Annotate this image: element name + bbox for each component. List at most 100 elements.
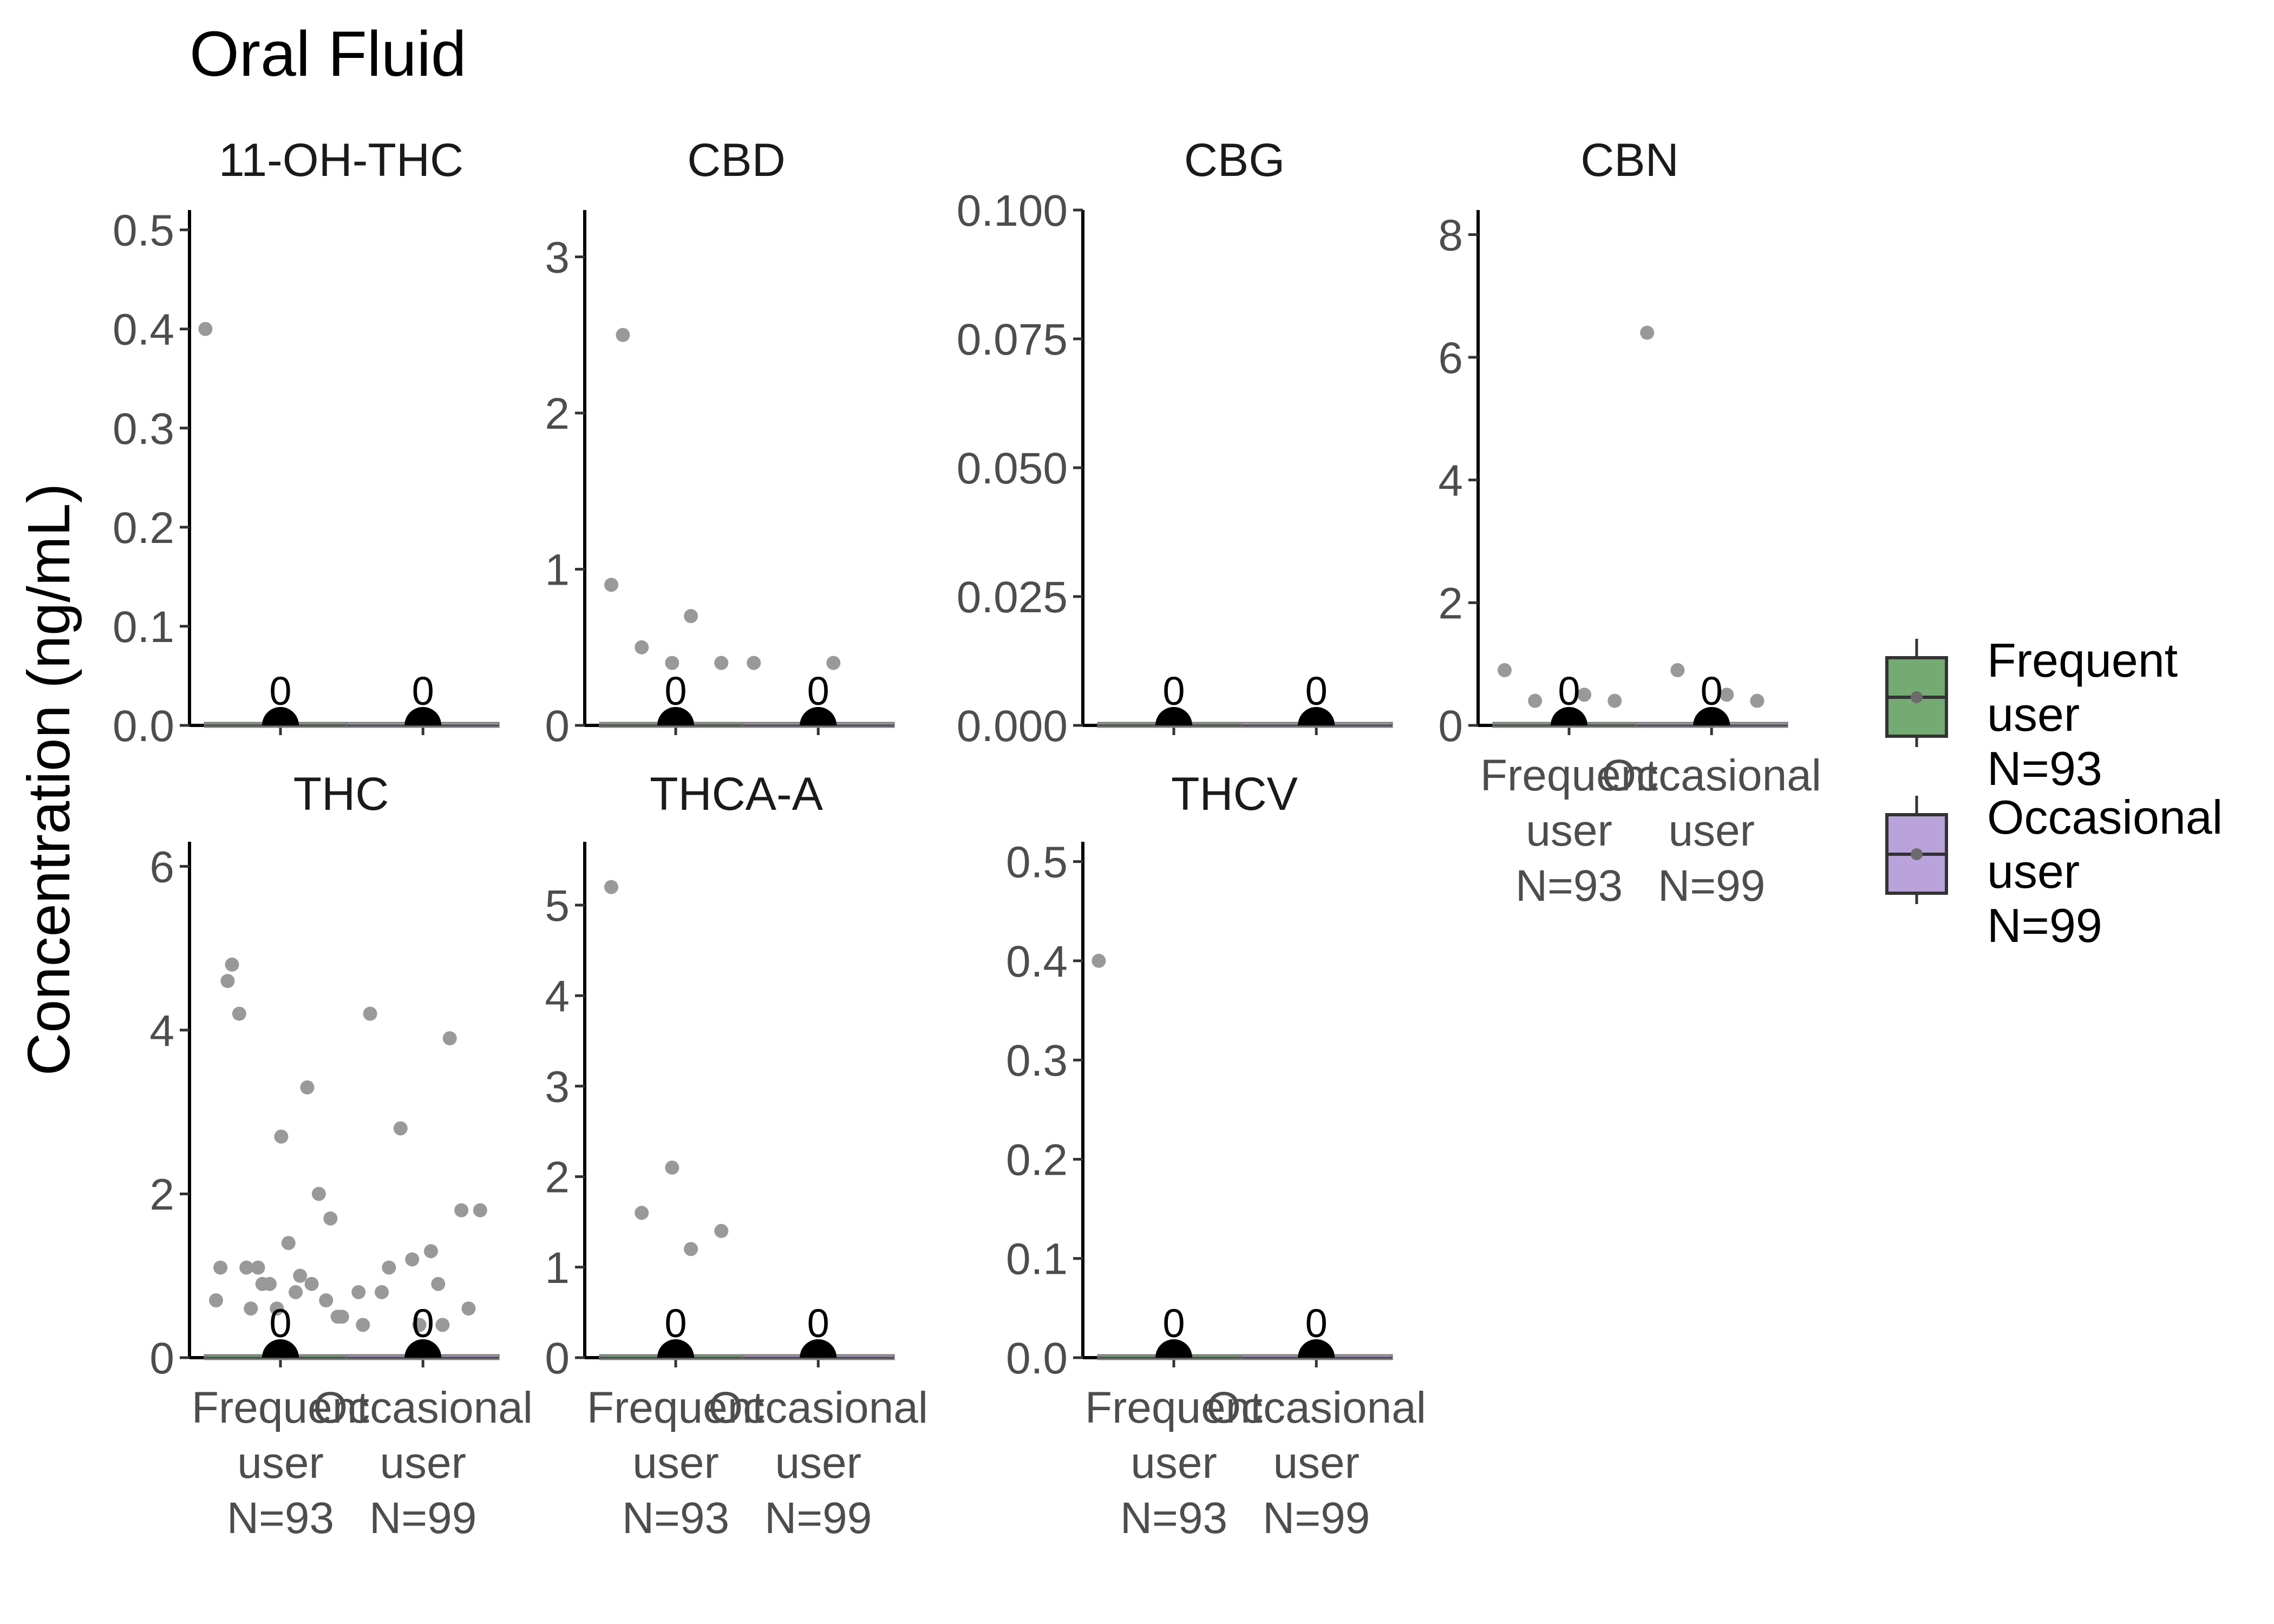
- data-point: [281, 1236, 296, 1250]
- y-tick-label: 0: [545, 1334, 570, 1383]
- data-point: [270, 1301, 284, 1316]
- data-point: [714, 1223, 729, 1238]
- data-point: [473, 1203, 487, 1217]
- median-marker: [262, 1339, 299, 1358]
- data-point: [382, 1260, 396, 1275]
- data-point: [393, 1121, 408, 1136]
- median-label: 0: [1701, 669, 1723, 713]
- median-marker: [262, 707, 299, 725]
- data-point: [289, 1285, 303, 1299]
- data-point: [1528, 693, 1543, 708]
- x-tick-label: Occasional user N=99: [708, 1383, 928, 1543]
- x-tick-label-line: Frequent: [587, 1383, 764, 1432]
- data-point: [616, 328, 630, 342]
- median-label: 0: [664, 669, 687, 713]
- median-label: 0: [269, 1301, 291, 1346]
- y-tick-label: 0: [149, 1334, 174, 1383]
- data-point: [232, 1006, 246, 1021]
- median-marker: [800, 1339, 837, 1358]
- y-tick-label: 0.3: [113, 404, 174, 454]
- y-tick-label: 8: [1438, 211, 1463, 260]
- median-marker: [1155, 707, 1192, 725]
- data-point: [351, 1285, 366, 1299]
- data-point: [209, 1293, 223, 1308]
- x-tick-label-line: N=99: [369, 1494, 476, 1543]
- median-label: 0: [1305, 1301, 1328, 1346]
- x-tick-label-line: Frequent: [1085, 1383, 1263, 1432]
- x-tick-label-line: user: [1273, 1438, 1360, 1488]
- median-marker: [657, 707, 694, 725]
- median-label: 0: [1305, 669, 1328, 713]
- facet-title: THC: [293, 768, 389, 820]
- median-marker: [404, 707, 442, 725]
- data-point: [293, 1268, 308, 1283]
- x-tick-label-line: N=99: [1658, 861, 1765, 911]
- x-tick-label: Frequent user N=93: [587, 1383, 764, 1543]
- data-point: [747, 656, 761, 670]
- median-marker: [800, 707, 837, 725]
- facet-title: CBN: [1580, 134, 1679, 186]
- data-point: [665, 1160, 679, 1175]
- data-point: [461, 1301, 476, 1316]
- y-tick-label: 2: [149, 1170, 174, 1219]
- data-point: [323, 1211, 338, 1226]
- y-tick-label: 2: [545, 389, 570, 438]
- y-tick-label: 0.2: [113, 503, 174, 553]
- facet-panel-11-oh-thc: 11-OH-THC 0.0 0.1 0.2 0.3 0.4 0.5 0 0: [113, 134, 500, 751]
- chart-title: Oral Fluid: [190, 18, 466, 90]
- data-point: [1750, 693, 1765, 708]
- data-point: [363, 1006, 377, 1021]
- facet-title: CBD: [687, 134, 786, 186]
- y-tick-label: 4: [545, 972, 570, 1021]
- y-tick-label: 3: [545, 233, 570, 283]
- data-point: [423, 1244, 438, 1259]
- x-tick-label-line: user: [1526, 806, 1612, 855]
- data-point: [225, 957, 239, 972]
- facet-title: THCV: [1171, 768, 1298, 820]
- y-tick-label: 0.5: [1006, 838, 1068, 887]
- median-label: 0: [412, 669, 434, 713]
- median-marker: [1298, 1339, 1335, 1358]
- data-point: [274, 1129, 289, 1144]
- data-point: [1720, 687, 1734, 702]
- y-tick-label: 1: [545, 546, 570, 595]
- data-point: [304, 1276, 319, 1291]
- y-tick-label: 0.4: [1006, 937, 1068, 986]
- median-marker: [1298, 707, 1335, 725]
- x-tick-label-line: N=99: [764, 1494, 872, 1543]
- data-point: [1608, 693, 1622, 708]
- x-tick-label-line: Occasional: [708, 1383, 928, 1432]
- data-point: [431, 1276, 446, 1291]
- y-tick-label: 0.100: [957, 186, 1068, 235]
- y-tick-label: 4: [1438, 456, 1463, 506]
- legend-label-line: Frequent: [1987, 633, 2178, 687]
- x-tick-label-line: Frequent: [1480, 751, 1658, 800]
- y-tick-label: 4: [149, 1006, 174, 1056]
- y-tick-label: 0.025: [957, 573, 1068, 622]
- data-point: [1577, 687, 1592, 702]
- y-tick-label: 6: [1438, 333, 1463, 383]
- data-point: [684, 609, 698, 624]
- x-tick-label-line: Occasional: [313, 1383, 533, 1432]
- data-point: [311, 1187, 326, 1201]
- data-point: [635, 1206, 649, 1220]
- x-tick-label: Frequent user N=93: [192, 1383, 369, 1543]
- median-label: 0: [269, 669, 291, 713]
- y-tick-label: 0.050: [957, 444, 1068, 493]
- x-tick-label-line: N=93: [1515, 861, 1623, 911]
- median-label: 0: [807, 1301, 829, 1346]
- y-tick-label: 0.2: [1006, 1135, 1068, 1184]
- y-tick-label: 0: [545, 702, 570, 751]
- legend-label-line: Occasional: [1987, 790, 2223, 844]
- data-point: [251, 1260, 265, 1275]
- x-tick-label-line: user: [1668, 806, 1755, 855]
- median-label: 0: [1162, 669, 1185, 713]
- y-tick-label: 0.3: [1006, 1036, 1068, 1085]
- y-tick-label: 2: [1438, 579, 1463, 628]
- data-point: [684, 1242, 698, 1256]
- x-tick-label: Frequent user N=93: [1480, 751, 1658, 911]
- median-marker: [404, 1339, 442, 1358]
